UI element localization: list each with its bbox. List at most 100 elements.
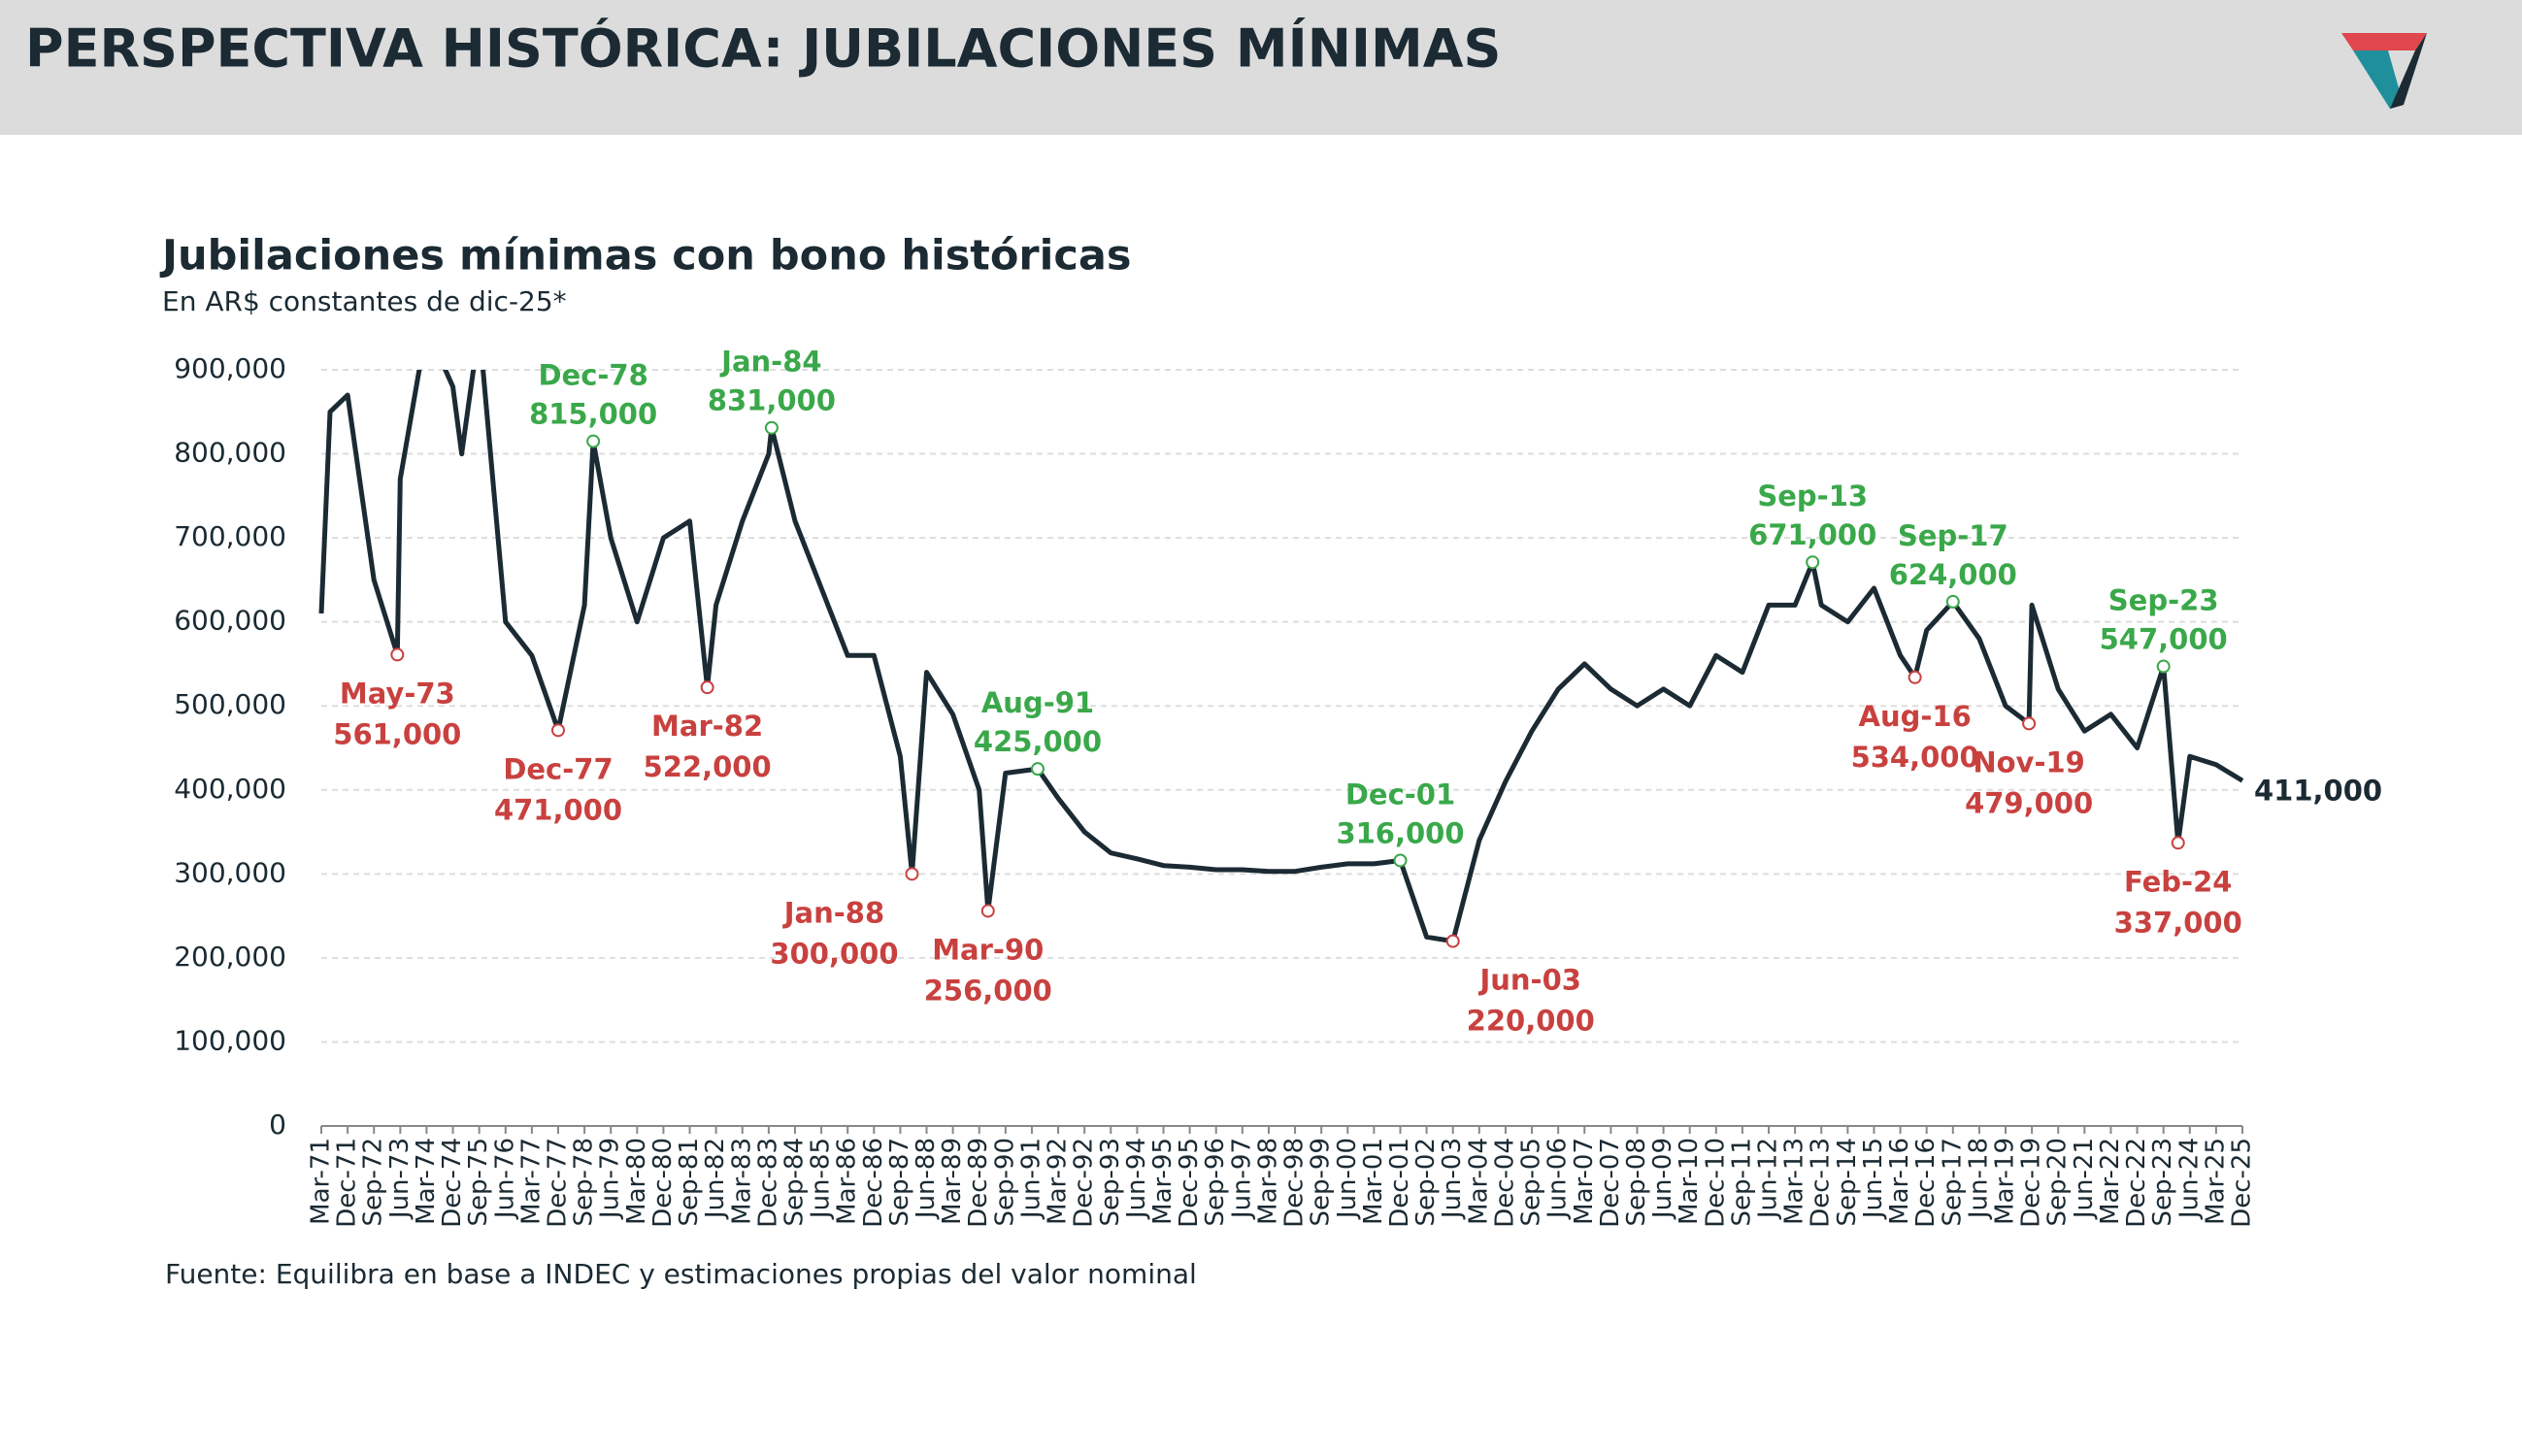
- annotation-value: 337,000: [2114, 906, 2242, 939]
- x-tick-label: Mar-10: [1675, 1138, 1704, 1225]
- x-tick-label: Mar-77: [516, 1138, 546, 1225]
- x-tick-label: Sep-23: [2148, 1138, 2177, 1226]
- annotation-date: Jan-84: [719, 346, 821, 379]
- x-tick-label: Sep-93: [1096, 1138, 1125, 1226]
- x-tick-label: Sep-78: [570, 1138, 599, 1226]
- x-tick-label: Sep-05: [1517, 1138, 1546, 1226]
- annotation-value: 256,000: [924, 974, 1052, 1007]
- annotation-marker: [700, 680, 714, 695]
- annotation-value: 624,000: [1889, 558, 2017, 591]
- x-tick-label: Dec-19: [2017, 1138, 2046, 1228]
- x-tick-label: Dec-07: [1596, 1138, 1625, 1228]
- x-tick-label: Mar-80: [622, 1138, 651, 1225]
- annotation-marker: [1445, 934, 1460, 948]
- x-tick-label: Jun-97: [1227, 1138, 1256, 1220]
- x-tick-label: Dec-13: [1807, 1138, 1836, 1228]
- y-tick-label: 800,000: [174, 437, 286, 469]
- x-tick-label: Sep-08: [1622, 1138, 1651, 1226]
- annotation-date: May-73: [340, 677, 455, 710]
- annotation-value: 561,000: [333, 717, 461, 750]
- x-tick-label: Jun-91: [1016, 1138, 1045, 1220]
- x-tick-label: Dec-10: [1701, 1138, 1730, 1228]
- annotation-value: 479,000: [1965, 786, 2093, 819]
- header-band: [0, 0, 2522, 135]
- annotation-value: 300,000: [770, 937, 898, 970]
- x-tick-label: Mar-22: [2096, 1138, 2125, 1225]
- annotation-value: 831,000: [708, 384, 836, 417]
- x-tick-label: Mar-71: [307, 1138, 336, 1225]
- x-tick-label: Mar-74: [412, 1138, 441, 1225]
- x-tick-label: Mar-07: [1570, 1138, 1599, 1225]
- x-tick-label: Jun-24: [2174, 1138, 2204, 1220]
- x-tick-label: Dec-74: [438, 1138, 467, 1228]
- x-tick-label: Jun-03: [1438, 1138, 1467, 1220]
- annotation-date: Sep-13: [1757, 480, 1868, 513]
- annotation-marker: [980, 904, 995, 918]
- y-tick-label: 900,000: [174, 352, 286, 384]
- x-tick-label: Jun-09: [1648, 1138, 1677, 1220]
- source-note: Fuente: Equilibra en base a INDEC y esti…: [165, 1258, 1197, 1290]
- x-tick-label: Jun-94: [1122, 1138, 1151, 1220]
- annotation-date: Aug-16: [1859, 700, 1972, 733]
- logo: [2341, 33, 2427, 109]
- y-tick-label: 500,000: [174, 688, 286, 720]
- annotation-marker: [905, 867, 919, 881]
- x-tick-label: Dec-25: [2228, 1138, 2257, 1228]
- annotation-value: 316,000: [1336, 816, 1464, 849]
- x-tick-label: Dec-95: [1175, 1138, 1204, 1228]
- end-label: 411,000: [2254, 774, 2382, 807]
- x-tick-label: Mar-89: [938, 1138, 967, 1225]
- annotation-date: Jan-88: [782, 896, 884, 929]
- x-tick-label: Jun-85: [807, 1138, 836, 1220]
- y-tick-label: 0: [269, 1109, 286, 1141]
- x-tick-label: Jun-21: [2070, 1138, 2099, 1220]
- annotation-marker: [2171, 836, 2185, 850]
- x-tick-label: Jun-18: [1964, 1138, 1993, 1220]
- annotation-date: Aug-91: [981, 686, 1094, 719]
- x-tick-label: Mar-01: [1359, 1138, 1388, 1225]
- y-tick-label: 400,000: [174, 773, 286, 805]
- x-tick-label: Mar-13: [1780, 1138, 1809, 1225]
- x-tick-label: Mar-86: [833, 1138, 862, 1225]
- x-tick-label: Dec-83: [753, 1138, 782, 1228]
- x-tick-label: Dec-16: [1911, 1138, 1941, 1228]
- annotation-value: 425,000: [974, 725, 1102, 758]
- x-tick-label: Dec-89: [964, 1138, 993, 1228]
- annotation-marker: [1945, 594, 1960, 609]
- y-tick-label: 600,000: [174, 605, 286, 637]
- x-tick-label: Mar-04: [1464, 1138, 1493, 1225]
- annotation-marker: [550, 723, 565, 738]
- x-tick-label: Dec-01: [1385, 1138, 1414, 1228]
- x-tick-label: Jun-79: [596, 1138, 625, 1220]
- x-tick-label: Jun-76: [490, 1138, 519, 1220]
- x-tick-label: Sep-11: [1727, 1138, 1756, 1226]
- x-tick-label: Mar-92: [1044, 1138, 1073, 1225]
- annotation-date: Jun-03: [1477, 964, 1580, 997]
- y-tick-label: 700,000: [174, 520, 286, 552]
- x-tick-label: Sep-81: [675, 1138, 704, 1226]
- annotation-marker: [2156, 659, 2171, 674]
- annotation-date: Nov-19: [1973, 745, 2085, 778]
- series-line: [318, 370, 2244, 944]
- x-tick-label: Mar-19: [1991, 1138, 2020, 1225]
- x-tick-label: Dec-71: [333, 1138, 362, 1228]
- x-tick-label: Dec-80: [648, 1138, 678, 1228]
- chart-title: Jubilaciones mínimas con bono históricas: [159, 232, 1131, 281]
- x-tick-label: Jun-82: [701, 1138, 730, 1220]
- annotation-marker: [1030, 762, 1045, 777]
- x-tick-label: Jun-73: [385, 1138, 415, 1220]
- y-tick-label: 100,000: [174, 1024, 286, 1056]
- annotation-date: Dec-78: [538, 359, 647, 392]
- annotation-value: 522,000: [644, 750, 772, 783]
- x-tick-label: Dec-04: [1490, 1138, 1519, 1228]
- annotation-marker: [1393, 853, 1408, 868]
- header-title: PERSPECTIVA HISTÓRICA: JUBILACIONES MÍNI…: [25, 18, 1501, 80]
- x-tick-label: Jun-15: [1859, 1138, 1888, 1220]
- x-tick-label: Dec-86: [859, 1138, 888, 1228]
- x-tick-label: Mar-25: [2201, 1138, 2230, 1225]
- annotation-date: Mar-82: [651, 710, 763, 743]
- annotation-date: Dec-01: [1345, 778, 1455, 811]
- annotation-marker: [764, 420, 779, 435]
- annotation-date: Feb-24: [2124, 865, 2232, 898]
